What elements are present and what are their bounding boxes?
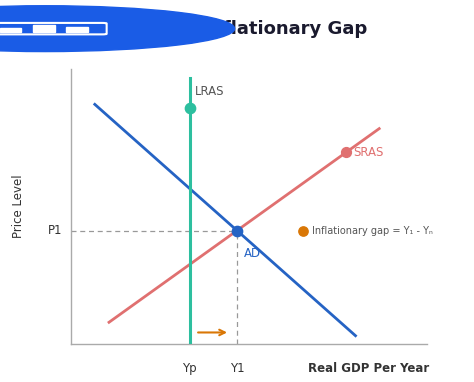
Bar [0,28,21,32]
Text: P1: P1 [48,224,63,237]
Circle shape [0,6,235,52]
Text: LRAS: LRAS [195,85,225,98]
Text: SRAS: SRAS [353,146,383,159]
Point [186,105,193,111]
Bar [66,27,88,32]
Text: Inflationary gap = Y₁ - Yₙ: Inflationary gap = Y₁ - Yₙ [312,225,433,236]
Text: Price Level: Price Level [12,175,26,238]
Point [233,228,241,234]
Text: Real GDP Per Year: Real GDP Per Year [308,362,429,375]
Text: Yp: Yp [182,362,197,375]
Bar [33,25,55,32]
Text: Y1: Y1 [230,362,244,375]
Text: AD: AD [244,247,261,260]
Point [300,228,307,234]
Point [342,149,350,155]
Text: Short-Run Inflationary Gap: Short-Run Inflationary Gap [95,19,367,38]
